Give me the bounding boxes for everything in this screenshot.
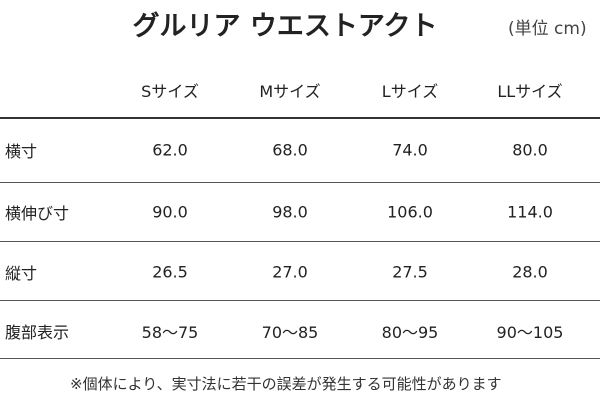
column-header: LLサイズ xyxy=(497,82,563,101)
cell: 26.5 xyxy=(152,262,188,282)
title: グルリア ウエストアクト xyxy=(132,11,438,42)
cell: 106.0 xyxy=(387,202,433,222)
row-rule xyxy=(0,241,600,242)
cell: 70〜85 xyxy=(261,323,319,342)
cell: 27.5 xyxy=(392,262,428,282)
cell: 114.0 xyxy=(507,202,553,222)
cell: 98.0 xyxy=(272,202,308,222)
row-label: 縦寸 xyxy=(5,264,38,283)
cell: 62.0 xyxy=(152,140,188,160)
cell: 80〜95 xyxy=(381,323,439,342)
row-rule xyxy=(0,182,600,183)
cell: 80.0 xyxy=(512,140,548,160)
column-header: Mサイズ xyxy=(259,82,321,101)
row-label: 腹部表示 xyxy=(5,323,70,342)
cell: 74.0 xyxy=(392,140,428,160)
cell: 90.0 xyxy=(152,202,188,222)
row-rule xyxy=(0,358,600,359)
header-rule xyxy=(0,117,600,119)
column-header: Lサイズ xyxy=(381,82,439,101)
cell: 68.0 xyxy=(272,140,308,160)
footnote: ※個体により、実寸法に若干の誤差が発生する可能性があります xyxy=(70,375,502,393)
cell: 90〜105 xyxy=(496,323,564,342)
unit: (単位 cm) xyxy=(508,19,587,39)
cell: 58〜75 xyxy=(141,323,199,342)
row-label: 横伸び寸 xyxy=(5,204,70,223)
cell: 28.0 xyxy=(512,262,548,282)
cell: 27.0 xyxy=(272,262,308,282)
row-rule xyxy=(0,300,600,301)
column-header: Sサイズ xyxy=(141,82,199,101)
row-label: 横寸 xyxy=(5,142,38,161)
